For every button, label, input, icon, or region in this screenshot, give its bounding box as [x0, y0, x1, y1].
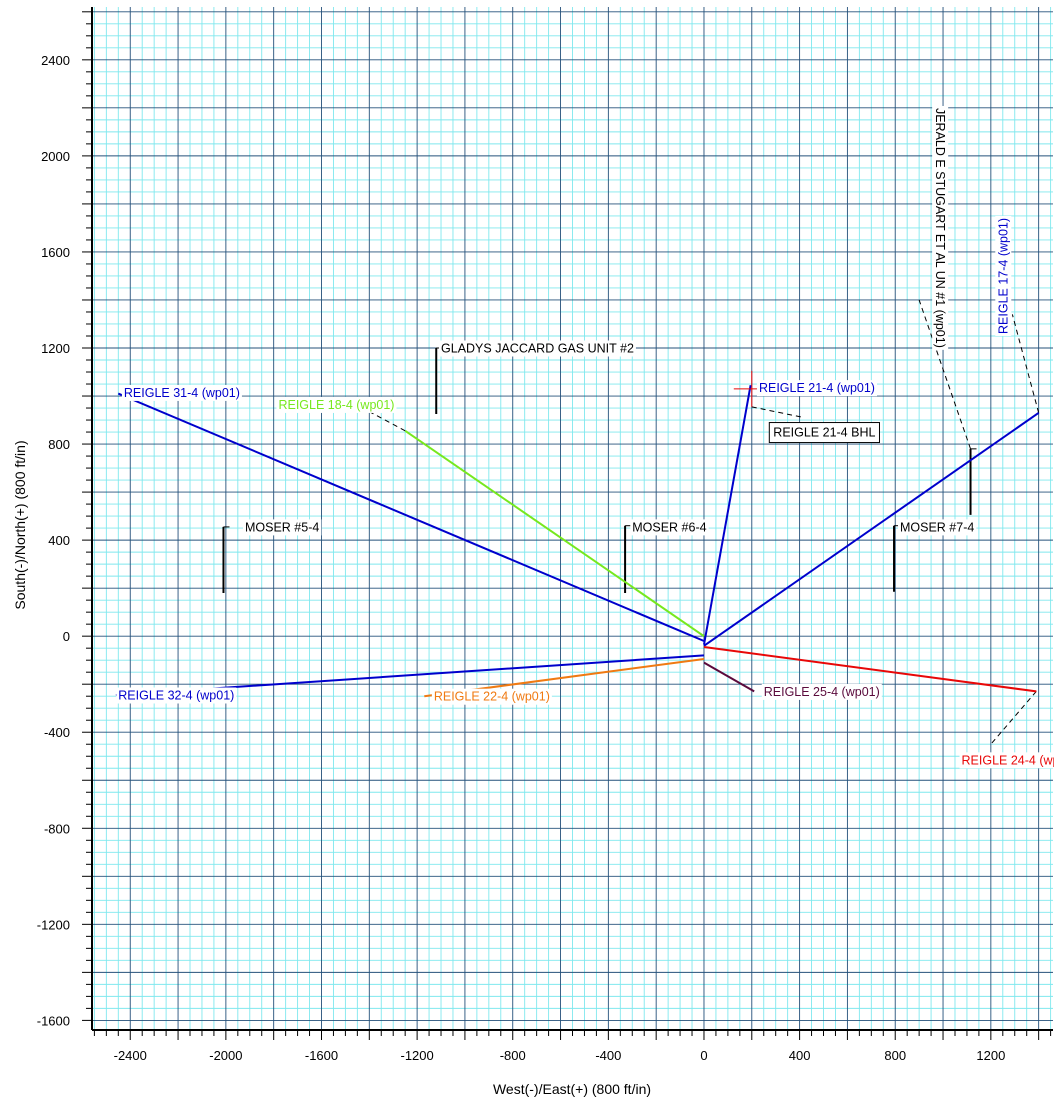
- x-tick-label: -1200: [400, 1048, 433, 1063]
- x-tick-label: -2000: [209, 1048, 242, 1063]
- well-label: MOSER #6-4: [632, 520, 706, 534]
- well-path: [703, 646, 1037, 693]
- y-tick-label: 2400: [41, 53, 70, 68]
- well-label-background: [756, 380, 877, 397]
- well-path: [117, 392, 705, 642]
- well-label: REIGLE 18-4 (wp01): [278, 398, 394, 412]
- y-tick-label: 1600: [41, 245, 70, 260]
- y-tick-label: 1200: [41, 341, 70, 356]
- x-tick-label: -2400: [114, 1048, 147, 1063]
- well-label: REIGLE 21-4 (wp01): [759, 381, 875, 395]
- y-tick-label: -800: [44, 821, 70, 836]
- x-axis-title: West(-)/East(+) (800 ft/in): [493, 1081, 651, 1097]
- well-labels: REIGLE 31-4 (wp01) REIGLE 18-4 (wp01) REIG…: [116, 105, 1054, 769]
- x-tick-label: -400: [595, 1048, 621, 1063]
- axis-ticks: -2400 -2000 -1600 -1200 -800 -400 0 400 800 1200 2…: [37, 11, 1052, 1063]
- well-label: REIGLE 25-4 (wp01): [764, 685, 880, 699]
- well-label-background: [761, 683, 882, 700]
- well-label-background: [932, 105, 949, 350]
- x-tick-label: 800: [884, 1048, 906, 1063]
- y-tick-label: 400: [48, 533, 70, 548]
- y-tick-label: -1200: [37, 917, 70, 932]
- y-tick-label: 0: [63, 629, 70, 644]
- well-label: REIGLE 31-4 (wp01): [124, 386, 240, 400]
- label-leader-line: [369, 411, 406, 432]
- x-tick-label: -1600: [305, 1048, 338, 1063]
- well-label-background: [630, 519, 709, 536]
- well-label-background: [116, 687, 237, 704]
- y-axis-title: South(-)/North(+) (800 ft/in): [12, 440, 28, 609]
- well-path: [703, 385, 752, 645]
- well-label: REIGLE 22-4 (wp01): [434, 690, 550, 704]
- well-label-background: [959, 752, 1054, 769]
- x-tick-label: 1200: [976, 1048, 1005, 1063]
- well-label: REIGLE 17-4 (wp01): [996, 218, 1010, 334]
- y-tick-label: 2000: [41, 149, 70, 164]
- label-leader-line: [1011, 314, 1040, 413]
- well-label-background: [431, 688, 552, 705]
- well-label: MOSER #5-4: [245, 520, 319, 534]
- x-tick-label: -800: [500, 1048, 526, 1063]
- label-leader-line: [990, 691, 1037, 745]
- well-label-background: [276, 396, 397, 413]
- x-tick-label: 400: [789, 1048, 811, 1063]
- y-tick-label: 800: [48, 437, 70, 452]
- well-label-background: [768, 422, 880, 444]
- well-path: [404, 429, 705, 638]
- well-label: GLADYS JACCARD GAS UNIT #2: [441, 341, 634, 355]
- well-label-background: [121, 384, 242, 401]
- well-label: REIGLE 21-4 BHL: [773, 426, 875, 440]
- well-label: REIGLE 24-4 (wp01): [962, 753, 1054, 767]
- y-tick-label: -1600: [37, 1013, 70, 1028]
- well-label-background: [242, 519, 322, 536]
- well-label: JERALD E STUGART ET AL UN #1 (wp01): [933, 108, 947, 348]
- well-label-background: [898, 519, 977, 536]
- well-path: [703, 661, 755, 693]
- label-leaders: [369, 299, 1040, 745]
- major-grid: [92, 7, 1053, 1030]
- well-path: [703, 411, 1040, 647]
- well-label: REIGLE 32-4 (wp01): [118, 689, 234, 703]
- minor-grid: [92, 7, 1053, 1030]
- well-label: MOSER #7-4: [900, 520, 974, 534]
- x-tick-label: 0: [700, 1048, 707, 1063]
- well-label-background: [439, 340, 636, 357]
- y-tick-label: -400: [44, 725, 70, 740]
- well-label-background: [995, 215, 1012, 336]
